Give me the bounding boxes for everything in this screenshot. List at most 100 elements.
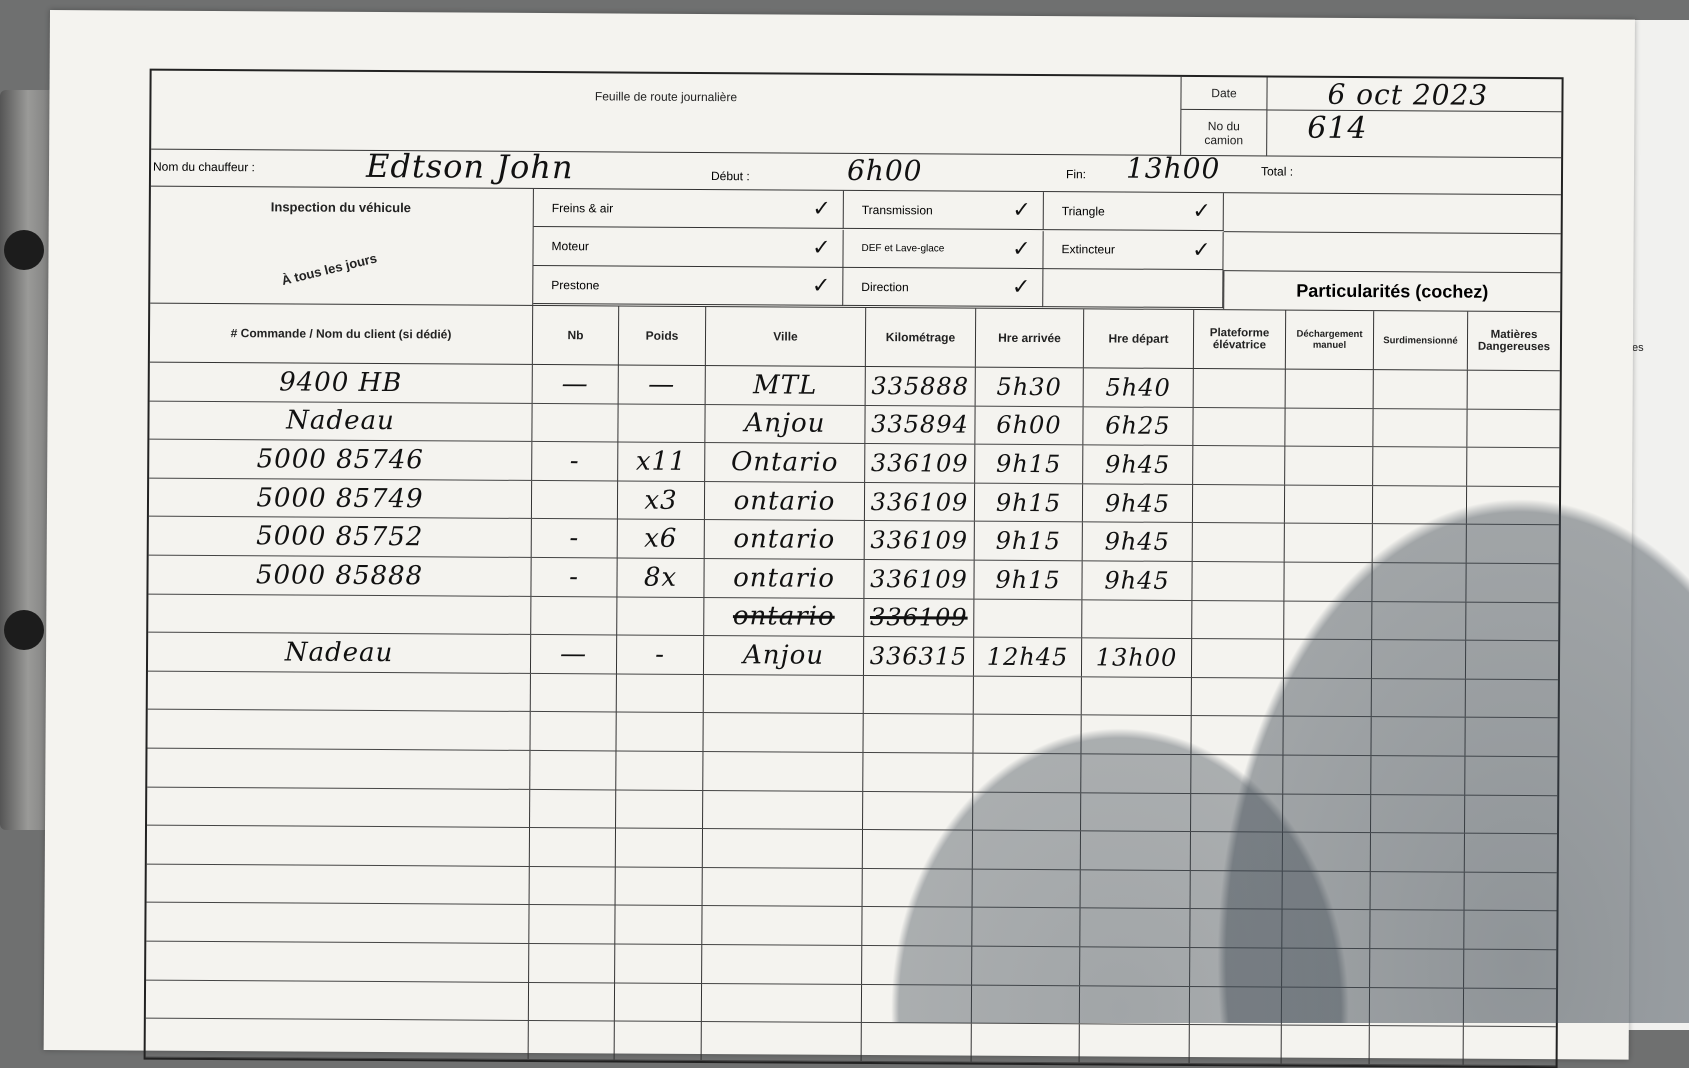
cell-km[interactable] [863, 752, 974, 792]
cell-nb[interactable] [528, 1021, 615, 1060]
cell-nb[interactable] [529, 828, 617, 867]
cell-arrivee[interactable]: 9h15 [974, 522, 1083, 561]
cell-nb[interactable] [530, 789, 617, 828]
cell-depart[interactable]: 9h45 [1082, 484, 1194, 523]
checkmark-icon[interactable]: ✓ [1192, 237, 1211, 263]
checkmark-icon[interactable]: ✓ [1012, 197, 1031, 223]
cell-ville[interactable]: ontario [704, 597, 865, 637]
cell-checkbox[interactable] [1465, 795, 1557, 833]
cell-poids[interactable] [614, 982, 703, 1022]
cell-checkbox[interactable] [1464, 1027, 1556, 1065]
cell-checkbox[interactable] [1370, 948, 1465, 988]
cell-poids[interactable] [615, 944, 703, 983]
cell-km[interactable] [863, 791, 974, 830]
cell-arrivee[interactable]: 6h00 [975, 406, 1084, 445]
end-value[interactable]: 13h00 [1125, 151, 1221, 186]
cell-checkbox[interactable] [1373, 408, 1468, 447]
cell-arrivee[interactable] [972, 946, 1081, 985]
cell-checkbox[interactable] [1282, 948, 1371, 987]
cell-checkbox[interactable] [1281, 987, 1371, 1026]
cell-km[interactable]: 336315 [863, 637, 975, 676]
cell-poids[interactable] [616, 790, 704, 829]
cell-nb[interactable] [529, 943, 616, 982]
cell-ville[interactable] [702, 906, 863, 945]
cell-ville[interactable] [703, 751, 864, 791]
cell-depart[interactable]: 13h00 [1081, 638, 1193, 677]
cell-arrivee[interactable] [971, 985, 1081, 1024]
cell-km[interactable]: 335888 [865, 366, 976, 406]
cell-commande[interactable] [146, 825, 531, 866]
cell-checkbox[interactable] [1192, 484, 1286, 523]
cell-arrivee[interactable] [972, 830, 1082, 870]
checkmark-icon[interactable]: ✓ [1192, 198, 1211, 225]
cell-checkbox[interactable] [1464, 950, 1556, 988]
cell-nb[interactable] [530, 750, 617, 790]
cell-depart[interactable] [1081, 754, 1192, 793]
cell-checkbox[interactable] [1468, 371, 1560, 409]
cell-arrivee[interactable] [973, 753, 1082, 792]
cell-km[interactable]: 336109 [864, 482, 976, 522]
cell-poids[interactable] [616, 674, 704, 713]
cell-checkbox[interactable] [1189, 986, 1283, 1025]
cell-nb[interactable] [530, 712, 617, 751]
cell-depart[interactable] [1081, 792, 1192, 832]
cell-km[interactable] [862, 907, 973, 946]
cell-nb[interactable] [530, 673, 617, 712]
cell-poids[interactable]: 8x [617, 558, 705, 597]
cell-checkbox[interactable] [1370, 871, 1465, 910]
cell-checkbox[interactable] [1190, 870, 1283, 909]
cell-checkbox[interactable] [1190, 832, 1283, 871]
cell-commande[interactable]: 5000 85749 [148, 478, 533, 519]
cell-commande[interactable] [147, 671, 531, 712]
cell-poids[interactable]: - [616, 635, 705, 674]
cell-nb[interactable]: - [531, 557, 618, 597]
cell-checkbox[interactable] [1371, 756, 1466, 795]
cell-checkbox[interactable] [1191, 639, 1285, 678]
checkmark-icon[interactable]: ✓ [1012, 236, 1031, 262]
cell-checkbox[interactable] [1373, 370, 1468, 409]
cell-nb[interactable]: - [532, 442, 619, 481]
cell-depart[interactable] [1080, 947, 1191, 986]
cell-depart[interactable] [1081, 677, 1192, 716]
cell-checkbox[interactable] [1192, 523, 1285, 562]
cell-ville[interactable] [702, 944, 863, 984]
cell-commande[interactable]: 5000 85888 [148, 555, 532, 596]
cell-km[interactable]: 335894 [865, 405, 976, 444]
start-value[interactable]: 6h00 [846, 153, 923, 188]
cell-checkbox[interactable] [1370, 833, 1465, 872]
cell-depart[interactable]: 6h25 [1083, 406, 1194, 446]
cell-checkbox[interactable] [1282, 832, 1371, 871]
cell-checkbox[interactable] [1372, 485, 1468, 525]
cell-poids[interactable]: x11 [618, 442, 706, 481]
cell-ville[interactable]: ontario [704, 558, 865, 598]
cell-commande[interactable] [145, 980, 530, 1021]
checkmark-icon[interactable]: ✓ [1011, 275, 1031, 301]
cell-checkbox[interactable] [1283, 639, 1373, 678]
date-value[interactable]: 6 oct 2023 [1267, 77, 1562, 113]
cell-nb[interactable]: - [531, 519, 618, 558]
cell-km[interactable] [862, 868, 973, 907]
cell-checkbox[interactable] [1283, 794, 1372, 833]
cell-checkbox[interactable] [1193, 407, 1286, 446]
cell-poids[interactable]: x6 [617, 519, 705, 558]
cell-ville[interactable] [701, 1022, 862, 1061]
cell-nb[interactable] [531, 480, 619, 519]
cell-checkbox[interactable] [1191, 677, 1284, 716]
cell-ville[interactable] [702, 829, 864, 868]
checkmark-icon[interactable]: ✓ [812, 235, 831, 261]
cell-checkbox[interactable] [1193, 368, 1286, 408]
cell-nb[interactable]: — [530, 635, 618, 674]
cell-checkbox[interactable] [1192, 600, 1285, 639]
cell-checkbox[interactable] [1191, 793, 1284, 832]
cell-poids[interactable] [616, 712, 704, 751]
cell-arrivee[interactable] [973, 792, 1082, 831]
cell-checkbox[interactable] [1281, 1025, 1370, 1064]
cell-checkbox[interactable] [1190, 947, 1283, 987]
cell-depart[interactable]: 9h45 [1082, 561, 1193, 600]
cell-poids[interactable] [614, 1021, 702, 1060]
cell-ville[interactable]: ontario [704, 481, 866, 521]
cell-ville[interactable]: MTL [705, 366, 866, 405]
cell-checkbox[interactable] [1464, 988, 1556, 1026]
cell-checkbox[interactable] [1283, 716, 1372, 756]
cell-commande[interactable]: Nadeau [147, 632, 532, 673]
